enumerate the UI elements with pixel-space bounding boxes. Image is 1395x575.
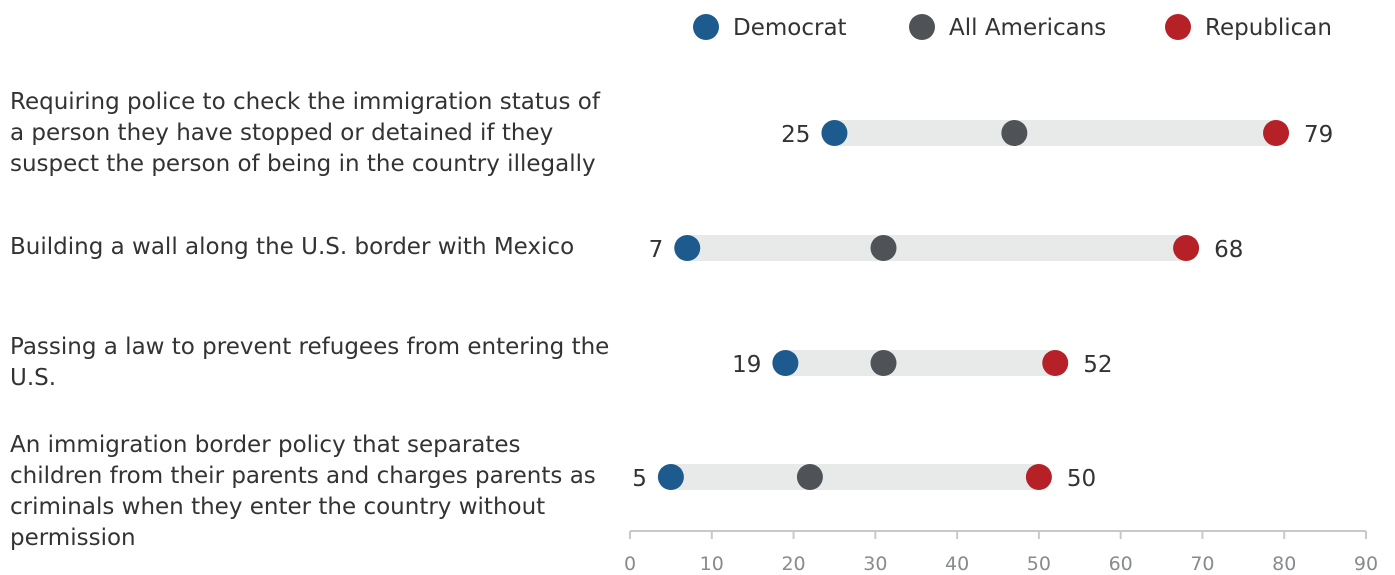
- democrat-dot-1: [674, 235, 701, 261]
- republican-value-label-1: 68: [1214, 237, 1243, 263]
- x-tick-label-5: 50: [1027, 553, 1051, 575]
- republican-dot-3: [1025, 464, 1052, 490]
- legend-marker-1: [909, 14, 935, 40]
- democrat-value-label-0: 25: [781, 122, 810, 148]
- row-label-border-wall: Building a wall along the U.S. border wi…: [10, 234, 575, 260]
- republican-value-label-0: 79: [1304, 122, 1333, 148]
- row-label-family-separation: An immigration border policy that separa…: [10, 432, 596, 551]
- x-tick-label-2: 20: [781, 553, 805, 575]
- row-label-refugee-law: Passing a law to prevent refugees from e…: [10, 334, 610, 391]
- all-americans-dot-2: [870, 350, 897, 376]
- republican-value-label-2: 52: [1083, 352, 1112, 378]
- x-tick-label-9: 90: [1354, 553, 1378, 575]
- range-track-1: [687, 235, 1187, 261]
- republican-dot-2: [1042, 350, 1069, 376]
- legend-label-2: Republican: [1205, 15, 1332, 41]
- all-americans-dot-3: [796, 464, 823, 490]
- range-track-0: [834, 120, 1277, 146]
- x-tick-label-7: 70: [1190, 553, 1214, 575]
- legend-marker-0: [693, 14, 719, 40]
- x-tick-label-8: 80: [1272, 553, 1296, 575]
- democrat-value-label-3: 5: [632, 466, 647, 492]
- x-tick-label-3: 30: [863, 553, 887, 575]
- x-tick-label-0: 0: [624, 553, 636, 575]
- democrat-value-label-1: 7: [649, 237, 664, 263]
- legend-marker-2: [1165, 14, 1191, 40]
- democrat-dot-3: [657, 464, 684, 490]
- republican-dot-0: [1263, 120, 1290, 146]
- republican-value-label-3: 50: [1067, 466, 1096, 492]
- all-americans-dot-1: [870, 235, 897, 261]
- democrat-dot-0: [821, 120, 848, 146]
- all-americans-dot-0: [1001, 120, 1028, 146]
- legend-label-1: All Americans: [949, 15, 1106, 41]
- row-label-police-check: Requiring police to check the immigratio…: [10, 89, 600, 177]
- democrat-value-label-2: 19: [732, 352, 761, 378]
- x-tick-label-6: 60: [1109, 553, 1133, 575]
- x-tick-label-1: 10: [700, 553, 724, 575]
- legend-label-0: Democrat: [733, 15, 847, 41]
- range-track-2: [785, 350, 1056, 376]
- x-tick-label-4: 40: [945, 553, 969, 575]
- republican-dot-1: [1173, 235, 1200, 261]
- democrat-dot-2: [772, 350, 799, 376]
- range-track-3: [670, 464, 1039, 490]
